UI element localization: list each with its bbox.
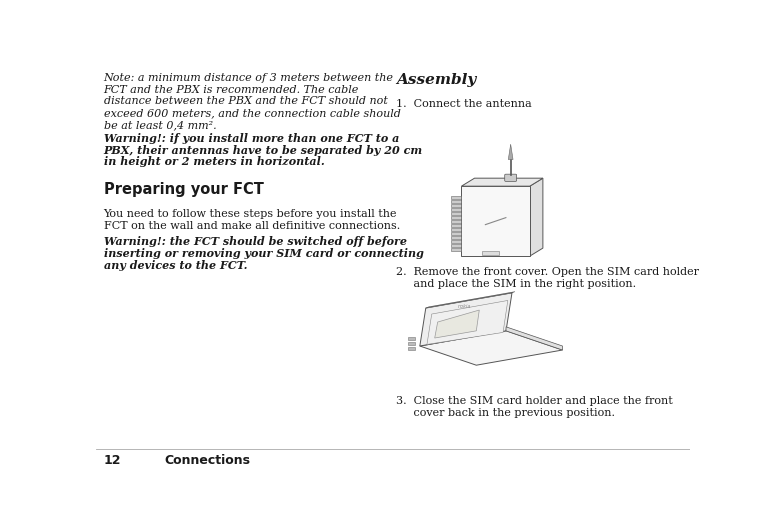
Polygon shape: [426, 292, 515, 308]
Bar: [451, 232, 462, 235]
Text: Assembly: Assembly: [396, 73, 476, 87]
Bar: [451, 240, 462, 242]
Text: Preparing your FCT: Preparing your FCT: [104, 182, 264, 197]
Text: Warning!: the FCT should be switched off before: Warning!: the FCT should be switched off…: [104, 236, 407, 248]
Polygon shape: [462, 178, 543, 186]
Text: exceed 600 meters, and the connection cable should: exceed 600 meters, and the connection ca…: [104, 108, 400, 118]
Bar: [451, 248, 462, 251]
Polygon shape: [530, 178, 543, 256]
Text: PBX, their antennas have to be separated by 20 cm: PBX, their antennas have to be separated…: [104, 145, 423, 156]
Text: and place the SIM in the right position.: and place the SIM in the right position.: [396, 279, 636, 289]
Bar: [408, 342, 415, 345]
Bar: [451, 220, 462, 223]
FancyBboxPatch shape: [462, 186, 530, 256]
Text: nokia: nokia: [458, 304, 471, 309]
Polygon shape: [435, 310, 479, 338]
Bar: [408, 347, 415, 350]
Text: in height or 2 meters in horizontal.: in height or 2 meters in horizontal.: [104, 156, 324, 168]
Bar: [451, 208, 462, 211]
Bar: [451, 200, 462, 202]
Bar: [451, 196, 462, 199]
Text: You need to follow these steps before you install the: You need to follow these steps before yo…: [104, 210, 397, 220]
Polygon shape: [420, 331, 562, 365]
Bar: [451, 236, 462, 239]
Text: Note: a minimum distance of 3 meters between the: Note: a minimum distance of 3 meters bet…: [104, 73, 393, 83]
Text: Connections: Connections: [164, 454, 250, 467]
Text: distance between the PBX and the FCT should not: distance between the PBX and the FCT sho…: [104, 97, 387, 106]
Text: Warning!: if you install more than one FCT to a: Warning!: if you install more than one F…: [104, 133, 399, 144]
Text: be at least 0,4 mm².: be at least 0,4 mm².: [104, 120, 216, 130]
Text: 3.  Close the SIM card holder and place the front: 3. Close the SIM card holder and place t…: [396, 396, 673, 406]
Text: any devices to the FCT.: any devices to the FCT.: [104, 260, 247, 271]
Bar: [451, 204, 462, 207]
Text: FCT and the PBX is recommended. The cable: FCT and the PBX is recommended. The cabl…: [104, 85, 359, 94]
Polygon shape: [420, 293, 512, 346]
Text: FCT on the wall and make all definitive connections.: FCT on the wall and make all definitive …: [104, 221, 400, 231]
Text: 1.  Connect the antenna: 1. Connect the antenna: [396, 99, 532, 108]
Text: 12: 12: [104, 454, 121, 467]
Polygon shape: [509, 144, 513, 159]
FancyBboxPatch shape: [505, 174, 517, 181]
Polygon shape: [427, 301, 508, 345]
Polygon shape: [506, 327, 562, 350]
Bar: [451, 224, 462, 226]
Bar: [451, 244, 462, 247]
Bar: [408, 337, 415, 340]
Bar: [451, 212, 462, 214]
Text: 2.  Remove the front cover. Open the SIM card holder: 2. Remove the front cover. Open the SIM …: [396, 267, 699, 277]
Text: cover back in the previous position.: cover back in the previous position.: [396, 408, 615, 418]
Bar: [451, 228, 462, 230]
Bar: [451, 216, 462, 218]
Bar: [482, 251, 499, 255]
Text: inserting or removing your SIM card or connecting: inserting or removing your SIM card or c…: [104, 248, 423, 260]
